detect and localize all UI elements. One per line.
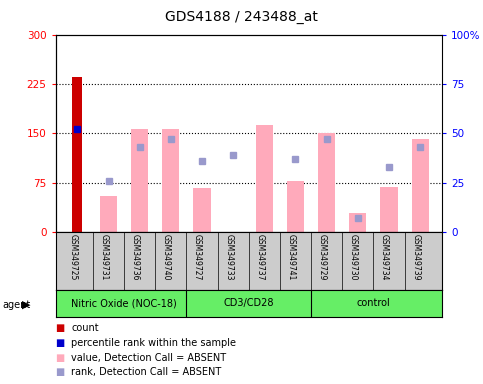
Text: ▶: ▶ (22, 300, 30, 310)
Bar (131, 129, 148, 232)
Text: GSM349727: GSM349727 (193, 234, 202, 280)
Text: CD3/CD28: CD3/CD28 (224, 298, 274, 308)
Text: GSM349731: GSM349731 (99, 234, 109, 280)
Text: control: control (356, 298, 390, 308)
Text: percentile rank within the sample: percentile rank within the sample (71, 338, 236, 348)
Text: GSM349730: GSM349730 (349, 234, 358, 281)
Bar (256, 125, 273, 232)
Text: ■: ■ (56, 367, 65, 377)
Text: GSM349736: GSM349736 (131, 234, 140, 281)
Text: GSM349729: GSM349729 (318, 234, 327, 280)
Text: count: count (71, 323, 99, 333)
Bar (318, 134, 335, 232)
Bar (381, 187, 398, 232)
Text: ■: ■ (56, 338, 65, 348)
Bar (72, 78, 82, 232)
Bar (287, 181, 304, 232)
Text: Nitric Oxide (NOC-18): Nitric Oxide (NOC-18) (71, 298, 177, 308)
Text: GSM349741: GSM349741 (286, 234, 296, 280)
Text: GSM349737: GSM349737 (256, 234, 264, 281)
Text: ■: ■ (56, 353, 65, 362)
Text: rank, Detection Call = ABSENT: rank, Detection Call = ABSENT (71, 367, 221, 377)
Text: ■: ■ (56, 323, 65, 333)
Text: GSM349740: GSM349740 (162, 234, 171, 281)
Text: GDS4188 / 243488_at: GDS4188 / 243488_at (165, 10, 318, 23)
Text: value, Detection Call = ABSENT: value, Detection Call = ABSENT (71, 353, 226, 362)
Bar (100, 196, 117, 232)
Bar (349, 213, 367, 232)
Text: GSM349725: GSM349725 (69, 234, 77, 280)
Bar (162, 129, 179, 232)
Text: GSM349734: GSM349734 (380, 234, 389, 281)
Text: agent: agent (2, 300, 30, 310)
Bar (412, 139, 429, 232)
Bar (193, 188, 211, 232)
Text: GSM349733: GSM349733 (224, 234, 233, 281)
Text: GSM349739: GSM349739 (411, 234, 420, 281)
